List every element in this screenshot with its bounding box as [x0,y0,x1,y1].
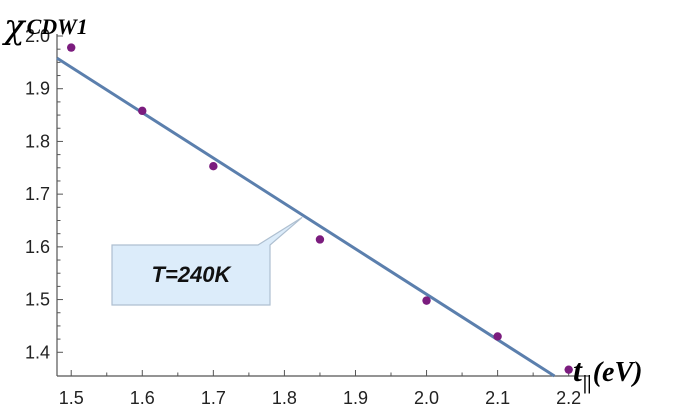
x-axis-ticks: 1.5 1.6 1.7 1.8 1.9 2.0 2.1 2.2 [59,370,605,408]
y-tick-label: 1.5 [25,290,50,310]
fit-line-group [56,56,556,378]
axes [56,34,590,377]
x-tick-label: 2.0 [414,388,439,408]
y-axis-ticks: 1.4 1.5 1.6 1.7 1.8 1.9 2.0 [25,26,63,362]
annotation-label: T=240K [152,262,233,287]
y-tick-label: 1.8 [25,131,50,151]
data-point [422,296,431,305]
y-tick-label: 2.0 [25,26,50,46]
x-tick-label: 1.8 [272,388,297,408]
x-axis-label: t||(eV) [573,352,642,394]
data-point [138,106,147,116]
fit-line [56,56,556,378]
data-point [209,162,218,171]
y-axis-label-subscript: CDW1 [27,14,88,39]
data-point [493,332,502,341]
y-tick-label: 1.6 [25,237,50,257]
annotation-callout: T=240K [111,216,303,306]
y-axis-label: χCDW1 [2,7,88,47]
annotation-box [111,216,303,306]
y-tick-label: 1.7 [25,184,50,204]
x-tick-label: 1.6 [130,388,155,408]
data-point [67,43,76,52]
data-points [67,43,573,374]
x-axis-label-symbol: t [573,352,583,388]
x-tick-label: 2.2 [556,388,581,408]
y-axis-label-symbol: χ [2,7,27,47]
x-axis-label-subscript: || [583,372,592,394]
x-tick-label: 1.7 [201,388,226,408]
x-tick-label: 1.5 [59,388,84,408]
x-tick-label: 1.9 [343,388,368,408]
x-tick-label: 2.1 [485,388,510,408]
x-axis-label-unit: (eV) [593,357,643,388]
y-tick-label: 1.4 [25,342,50,362]
data-point [315,235,325,244]
y-tick-label: 1.9 [25,79,50,99]
data-point [564,365,573,374]
